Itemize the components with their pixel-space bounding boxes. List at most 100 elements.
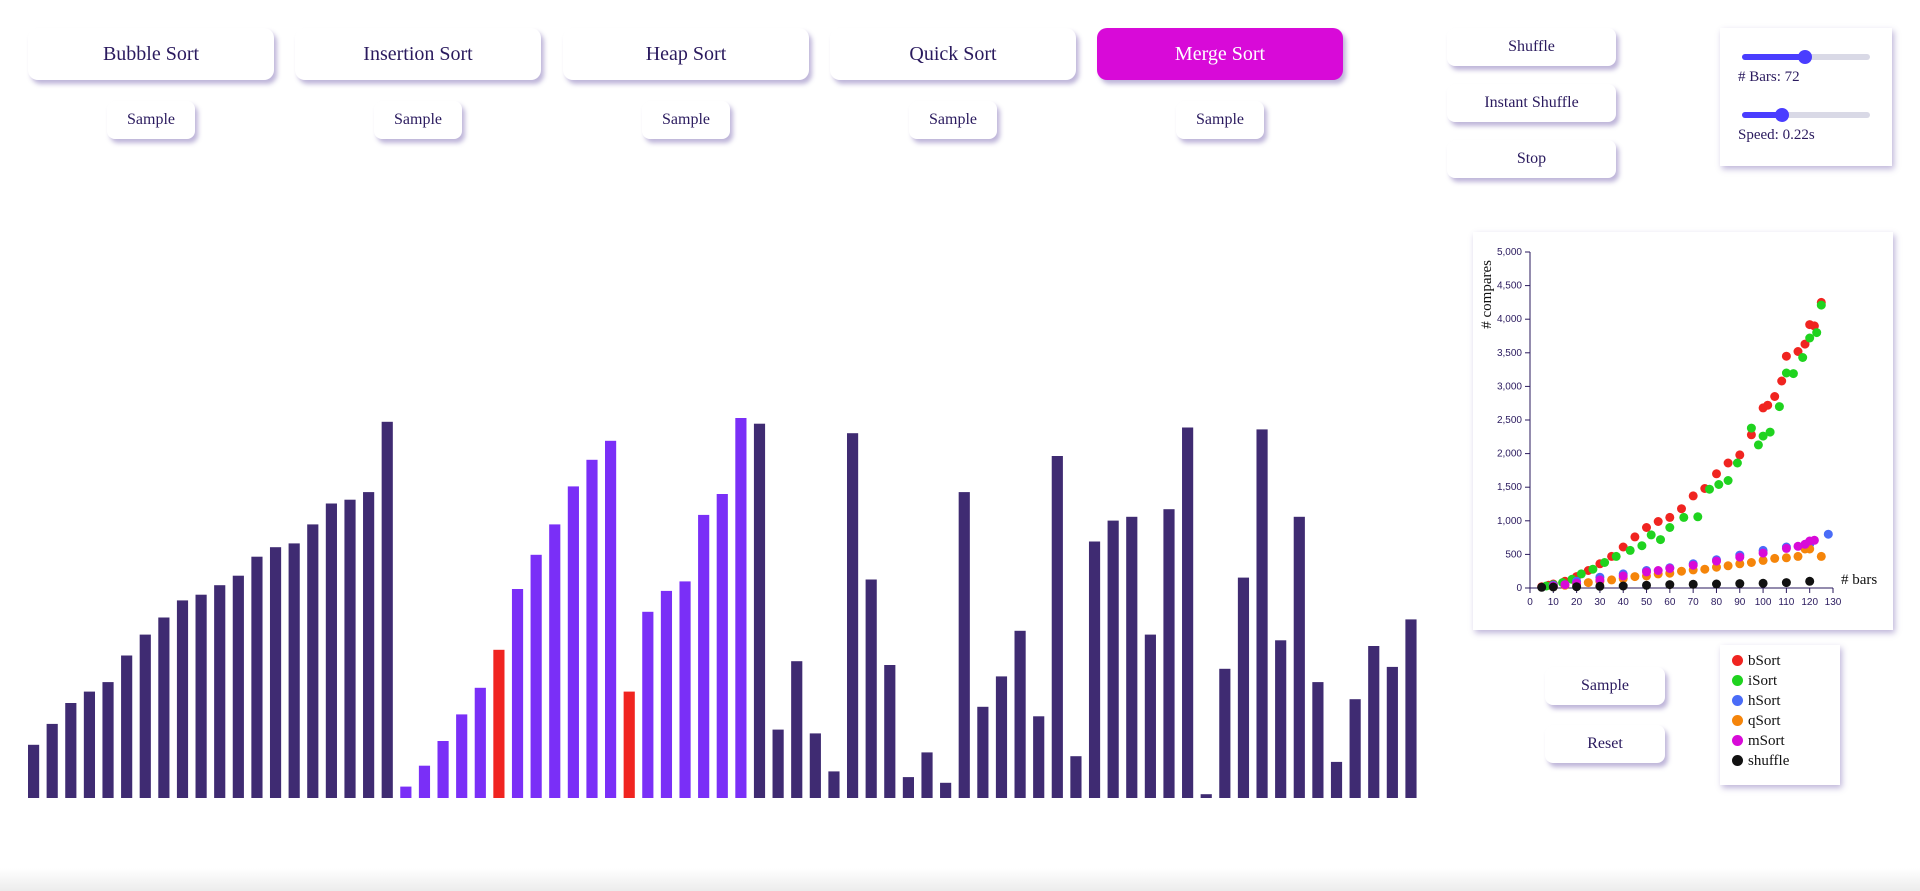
bar <box>1088 541 1101 798</box>
bars-slider-thumb[interactable] <box>1797 50 1812 64</box>
point-bsort <box>1630 532 1640 542</box>
point-shuffle <box>1688 579 1698 589</box>
x-tick-label: 130 <box>1825 597 1842 608</box>
insertion-sort-sample-button[interactable]: Sample <box>374 101 462 139</box>
point-msort <box>1735 552 1745 562</box>
point-shuffle <box>1735 579 1745 589</box>
bar <box>400 786 412 798</box>
point-shuffle <box>1758 578 1768 588</box>
y-tick-label: 1,500 <box>1497 482 1522 493</box>
bars-slider[interactable] <box>1742 50 1870 64</box>
point-qsort <box>1700 564 1710 574</box>
y-tick-label: 3,000 <box>1497 381 1522 392</box>
bar <box>251 556 263 798</box>
shuffle-button[interactable]: Shuffle <box>1447 28 1616 66</box>
bubble-sort-button[interactable]: Bubble Sort <box>28 28 274 80</box>
point-shuffle <box>1712 579 1721 589</box>
bar <box>418 765 431 798</box>
sorting-bars <box>28 418 1417 798</box>
point-qsort <box>1746 558 1756 567</box>
point-bsort <box>1653 517 1663 526</box>
quick-sort-button[interactable]: Quick Sort <box>830 28 1076 80</box>
bar <box>1312 682 1324 798</box>
stop-button[interactable]: Stop <box>1447 140 1616 178</box>
bar <box>1293 516 1305 798</box>
point-qsort <box>1630 572 1640 582</box>
point-bsort <box>1763 400 1773 410</box>
y-tick-label: 2,500 <box>1497 415 1522 426</box>
bar <box>363 492 375 798</box>
speed-slider[interactable] <box>1742 108 1870 122</box>
point-bsort <box>1712 469 1721 479</box>
x-tick-label: 100 <box>1755 597 1772 608</box>
bar <box>307 524 319 798</box>
bubble-sort-sample-button[interactable]: Sample <box>107 101 195 139</box>
quick-sort-sample-button[interactable]: Sample <box>909 101 997 139</box>
x-tick-label: 20 <box>1571 597 1583 608</box>
bar <box>28 744 40 798</box>
bar <box>139 634 151 798</box>
qsort-dot-icon <box>1732 715 1743 726</box>
speed-slider-thumb[interactable] <box>1774 108 1789 122</box>
bar <box>809 733 821 798</box>
point-isort <box>1714 480 1724 489</box>
bar <box>958 492 970 798</box>
bar <box>437 741 449 798</box>
chart-reset-button[interactable]: Reset <box>1545 725 1665 763</box>
point-shuffle <box>1781 578 1791 588</box>
point-isort <box>1732 458 1742 468</box>
point-isort <box>1637 541 1647 551</box>
point-shuffle <box>1665 580 1675 590</box>
legend-item-hsort: hSort <box>1732 693 1781 710</box>
point-bsort <box>1735 450 1745 460</box>
bar <box>1014 630 1026 798</box>
merge-sort-button[interactable]: Merge Sort <box>1097 28 1343 80</box>
bar <box>102 682 114 798</box>
bar <box>269 547 282 798</box>
y-tick-label: 4,500 <box>1497 281 1522 292</box>
bar <box>753 423 766 798</box>
point-msort <box>1809 535 1819 545</box>
point-isort <box>1753 440 1763 450</box>
bar <box>325 503 337 798</box>
point-isort <box>1611 551 1621 561</box>
y-tick-label: 0 <box>1516 583 1522 594</box>
x-tick-label: 110 <box>1778 597 1794 608</box>
point-msort <box>1642 567 1651 577</box>
point-shuffle <box>1548 582 1558 592</box>
point-isort <box>1805 333 1815 343</box>
instant-shuffle-button[interactable]: Instant Shuffle <box>1447 84 1616 122</box>
x-tick-label: 60 <box>1664 597 1676 608</box>
merge-sort-sample-button[interactable]: Sample <box>1176 101 1264 139</box>
bar <box>1349 699 1361 798</box>
msort-dot-icon <box>1732 735 1743 746</box>
bar <box>772 729 784 798</box>
bar <box>456 714 468 798</box>
point-shuffle <box>1642 580 1651 590</box>
point-msort <box>1665 564 1675 573</box>
legend-item-shuffle: shuffle <box>1732 753 1789 770</box>
bar <box>846 433 859 798</box>
x-axis-label: # bars <box>1841 572 1877 588</box>
insertion-sort-button[interactable]: Insertion Sort <box>295 28 541 80</box>
point-isort <box>1679 512 1689 522</box>
y-tick-label: 2,000 <box>1497 449 1522 460</box>
isort-dot-icon <box>1732 675 1743 686</box>
bar <box>1330 761 1343 798</box>
bars-slider-fill <box>1742 54 1805 60</box>
x-tick-label: 120 <box>1801 597 1818 608</box>
point-isort <box>1765 427 1775 437</box>
y-tick-label: 3,500 <box>1497 348 1522 359</box>
point-qsort <box>1816 551 1826 561</box>
chart-sample-button[interactable]: Sample <box>1545 667 1665 705</box>
bar <box>381 421 393 798</box>
point-msort <box>1793 541 1803 551</box>
bar <box>660 590 673 798</box>
legend-item-msort: mSort <box>1732 733 1785 750</box>
heap-sort-sample-button[interactable]: Sample <box>642 101 730 139</box>
heap-sort-button[interactable]: Heap Sort <box>563 28 809 80</box>
point-isort <box>1646 530 1656 540</box>
x-tick-label: 40 <box>1618 597 1630 608</box>
bar <box>1237 577 1250 798</box>
bar <box>698 514 710 798</box>
